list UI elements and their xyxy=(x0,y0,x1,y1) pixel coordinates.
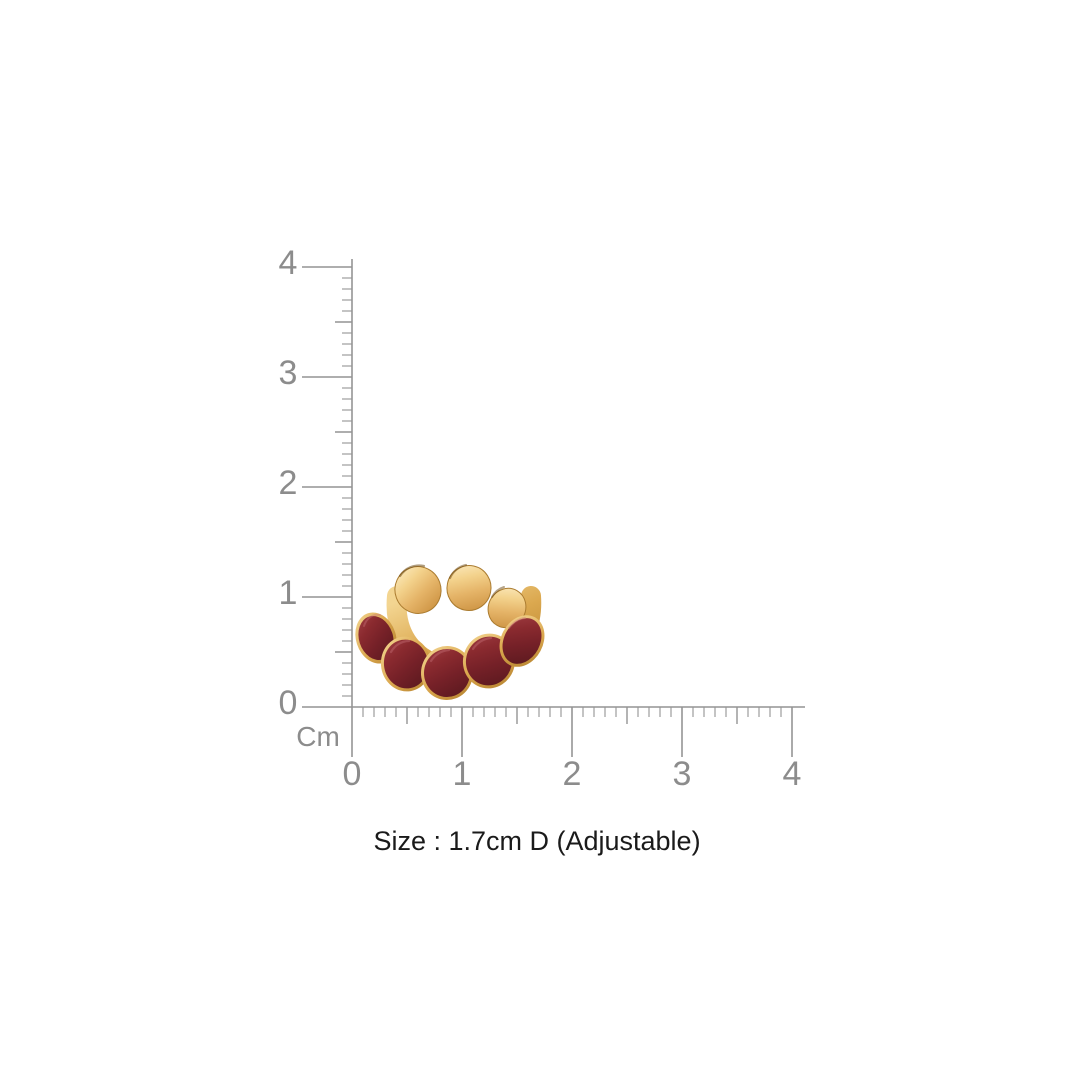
svg-text:2: 2 xyxy=(279,464,298,502)
svg-text:3: 3 xyxy=(673,755,692,793)
svg-text:3: 3 xyxy=(279,354,298,392)
svg-text:Cm: Cm xyxy=(296,721,340,752)
svg-text:1: 1 xyxy=(279,574,298,612)
svg-text:0: 0 xyxy=(343,755,362,793)
svg-text:0: 0 xyxy=(279,684,298,722)
svg-text:2: 2 xyxy=(563,755,582,793)
svg-text:Size : 1.7cm D (Adjustable): Size : 1.7cm D (Adjustable) xyxy=(373,826,700,856)
svg-text:4: 4 xyxy=(279,244,298,282)
svg-text:4: 4 xyxy=(783,755,802,793)
svg-text:1: 1 xyxy=(453,755,472,793)
